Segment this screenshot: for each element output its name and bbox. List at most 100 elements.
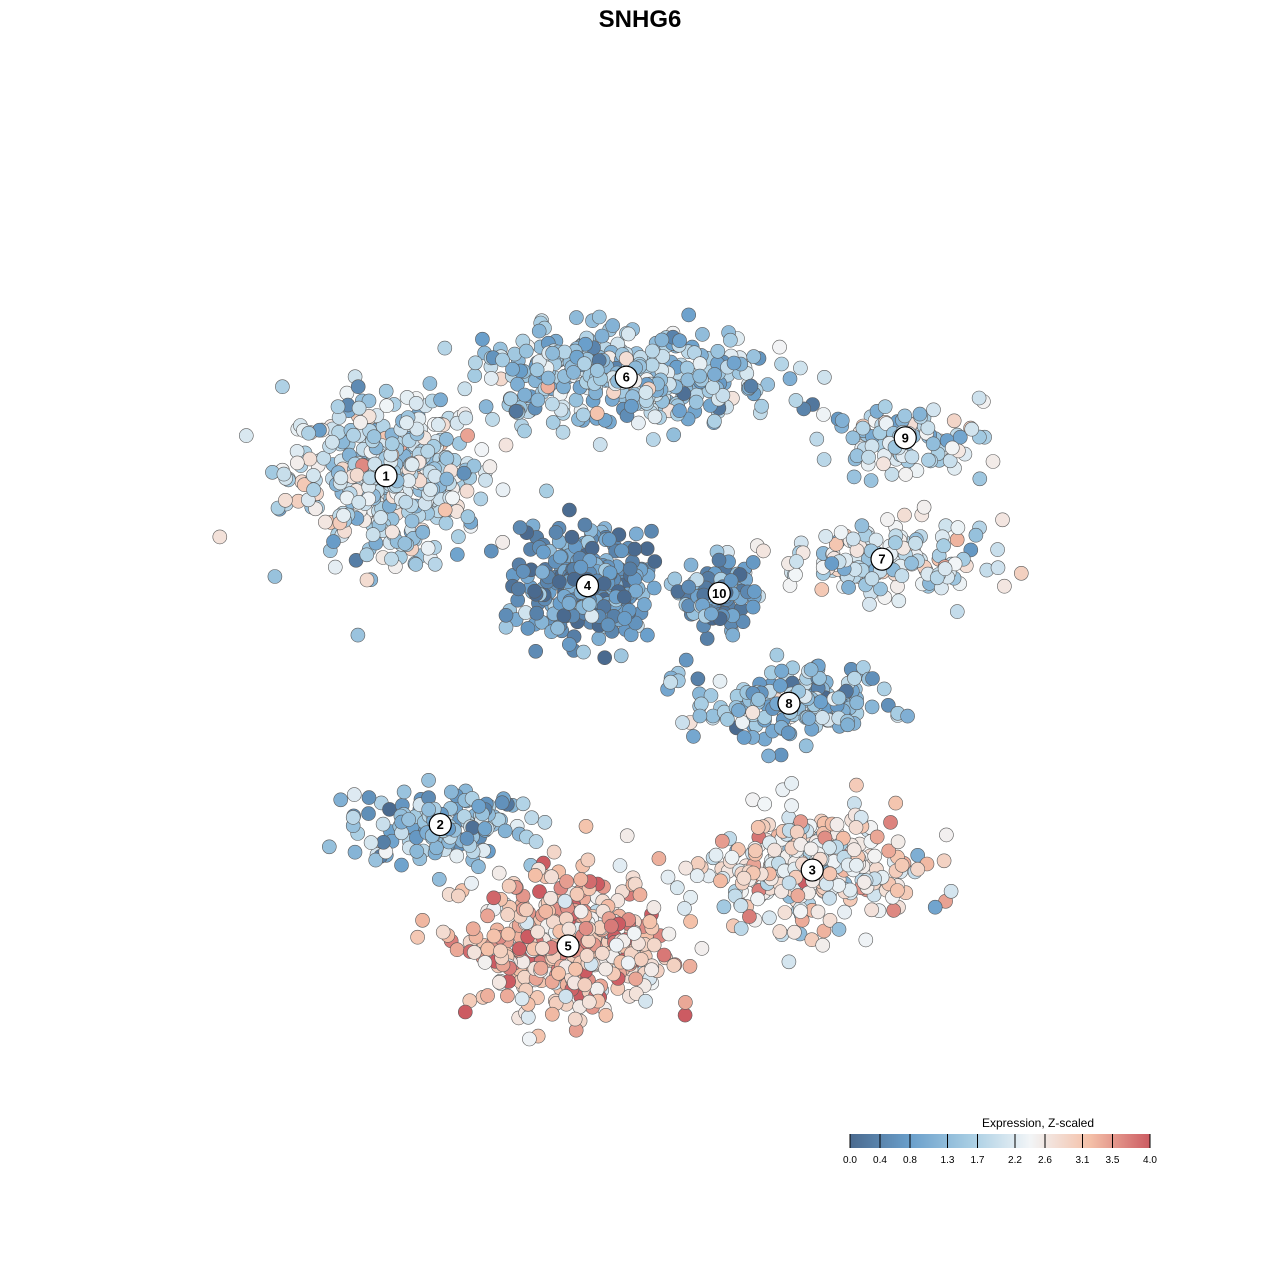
data-point: [769, 647, 785, 663]
data-point: [477, 955, 493, 970]
data-point: [708, 847, 724, 863]
data-point: [723, 573, 739, 588]
data-point: [457, 381, 473, 397]
cluster-label-badge: [374, 464, 398, 488]
data-point: [564, 529, 580, 545]
data-point: [495, 482, 511, 498]
colorbar-tick-label: 3.5: [1106, 1155, 1120, 1166]
data-point: [777, 905, 793, 920]
data-point: [863, 473, 879, 488]
data-point: [751, 692, 766, 707]
data-point: [457, 1004, 473, 1020]
data-point: [620, 955, 636, 971]
data-point: [733, 898, 749, 913]
data-point: [943, 883, 959, 899]
cluster-label-text: 2: [437, 817, 444, 832]
data-point: [495, 534, 511, 550]
data-point: [936, 538, 951, 554]
cluster-label-badge: [575, 574, 600, 598]
data-point: [345, 810, 361, 825]
data-point: [736, 870, 752, 886]
data-point: [512, 941, 527, 957]
data-point: [603, 918, 619, 934]
data-point: [654, 332, 670, 348]
data-point: [781, 875, 797, 891]
data-point: [375, 816, 391, 832]
data-point: [275, 379, 290, 395]
data-point: [545, 345, 560, 361]
data-point: [640, 627, 655, 643]
data-point: [493, 943, 508, 959]
data-point: [865, 671, 880, 686]
data-point: [333, 470, 349, 486]
data-point: [683, 557, 699, 573]
data-point: [528, 834, 544, 849]
data-point: [501, 878, 517, 894]
data-point: [421, 772, 436, 788]
data-point: [301, 425, 316, 441]
data-point: [862, 596, 877, 612]
data-point: [846, 469, 862, 485]
data-point: [557, 893, 573, 909]
cluster-label-text: 4: [584, 578, 592, 593]
data-point: [731, 703, 746, 718]
data-point: [350, 379, 366, 395]
data-point: [787, 924, 802, 940]
data-point: [646, 900, 662, 915]
data-point: [520, 1009, 536, 1025]
data-point: [556, 608, 572, 624]
data-point: [681, 579, 697, 595]
data-point: [350, 627, 366, 643]
data-point: [600, 617, 616, 633]
data-point: [710, 343, 726, 359]
data-point: [864, 902, 880, 918]
data-point: [464, 875, 479, 891]
data-point: [651, 851, 667, 866]
cluster-label-badge: [556, 934, 580, 958]
data-point: [503, 391, 519, 407]
data-point: [575, 407, 591, 423]
data-point: [688, 394, 704, 410]
data-point: [568, 392, 584, 408]
data-point: [439, 471, 455, 487]
cluster-label-badge: [893, 426, 917, 450]
data-point: [480, 908, 495, 924]
data-point: [346, 787, 362, 802]
data-point: [359, 547, 375, 563]
data-point: [543, 890, 559, 906]
data-point: [409, 843, 425, 859]
data-point: [437, 502, 453, 518]
data-point: [497, 823, 513, 839]
data-point: [368, 852, 384, 868]
data-point: [324, 434, 340, 450]
data-point: [757, 796, 773, 812]
data-point: [529, 362, 545, 378]
data-point: [656, 947, 672, 963]
data-point: [995, 512, 1010, 528]
data-point: [474, 442, 490, 457]
data-point: [483, 371, 499, 386]
data-point: [404, 457, 420, 472]
data-point: [527, 583, 542, 599]
data-point: [1013, 565, 1029, 581]
data-point: [849, 777, 864, 793]
data-point: [598, 1007, 614, 1023]
data-point: [384, 524, 400, 540]
data-point: [997, 578, 1012, 594]
data-point: [761, 748, 776, 764]
data-point: [912, 406, 928, 422]
data-point: [849, 857, 864, 873]
data-point: [544, 1006, 560, 1022]
data-point: [317, 514, 333, 530]
data-point: [772, 339, 787, 355]
data-point: [568, 961, 583, 977]
data-point: [856, 874, 872, 890]
data-point: [628, 583, 644, 599]
data-point: [460, 509, 476, 525]
data-point: [937, 561, 953, 577]
data-point: [813, 694, 829, 710]
data-point: [817, 369, 832, 385]
data-point: [743, 378, 759, 394]
data-point: [858, 932, 874, 948]
